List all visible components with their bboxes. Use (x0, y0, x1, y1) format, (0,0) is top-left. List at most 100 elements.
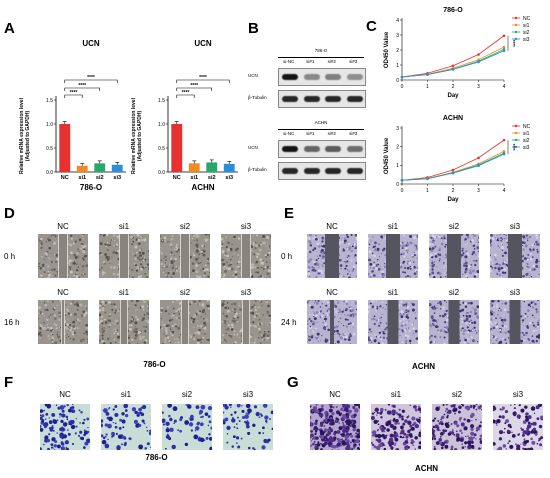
cell-dot (40, 416, 43, 420)
x-axis-label: 786-O (80, 183, 102, 190)
cell-dot (375, 336, 378, 338)
cell-dot (524, 318, 526, 320)
cell-dot (401, 311, 404, 314)
cell-dot (225, 315, 229, 318)
cell-dot (202, 253, 206, 257)
cell-dot (117, 309, 120, 313)
cell-dot (131, 239, 133, 241)
cell-dot (436, 307, 438, 310)
cell-dot (74, 240, 78, 244)
cell-dot (348, 276, 351, 278)
cell-dot (162, 423, 166, 426)
cell-dot (175, 309, 178, 313)
panel-label-c: C (366, 18, 377, 35)
blot-band (346, 146, 363, 152)
cell-dot (470, 424, 472, 427)
cell-dot (467, 321, 469, 324)
cell-dot (326, 312, 330, 316)
cell-dot (411, 328, 413, 330)
cell-dot (222, 300, 225, 303)
cell-dot (55, 271, 57, 273)
cell-dot (490, 304, 493, 307)
cell-dot (312, 314, 315, 317)
cell-dot (445, 439, 449, 443)
cell-dot (131, 407, 137, 412)
cell-dot (352, 427, 357, 432)
panel-label-a: A (4, 20, 15, 37)
wound-gap (61, 300, 65, 344)
cell-dot (445, 315, 447, 317)
cell-dot (446, 416, 449, 419)
cell-dot (376, 430, 379, 432)
cell-dot (438, 259, 441, 262)
cell-dot (473, 321, 477, 325)
cell-dot (479, 434, 482, 438)
cell-dot (58, 412, 62, 416)
cell-dot (490, 244, 493, 247)
cell-dot (320, 448, 323, 450)
blot-lane-label: si#1 (306, 131, 315, 136)
cell-dot (527, 421, 531, 425)
cell-dot (376, 414, 378, 416)
cell-dot (122, 426, 125, 429)
column-label: si2 (179, 222, 191, 231)
cell-dot (496, 337, 499, 340)
cell-dot (450, 423, 453, 425)
cell-dot (200, 250, 203, 253)
cell-dot (247, 431, 251, 435)
cell-dot (386, 434, 388, 436)
cell-dot (465, 243, 467, 245)
cell-dot (85, 308, 88, 310)
cell-dot (47, 273, 51, 277)
cell-dot (385, 328, 388, 331)
cell-dot (312, 331, 315, 334)
cell-dot (524, 430, 529, 435)
cell-dot (470, 336, 473, 339)
y-tick-label: 1.0 (46, 122, 53, 128)
y-axis-label-group: OD450 Value (384, 137, 390, 174)
cell-dot (320, 315, 324, 318)
cell-dot (165, 329, 168, 332)
cell-dot (391, 409, 396, 414)
cell-dot (113, 238, 115, 240)
cell-dot (445, 318, 449, 322)
cell-dot (38, 235, 40, 237)
cell-dot (78, 236, 80, 238)
cell-dot (382, 332, 385, 335)
blot-lane-label: si-NC (283, 59, 295, 64)
cell-dot (535, 312, 537, 314)
micrograph-texture (368, 234, 418, 278)
cell-dot (144, 272, 147, 276)
cell-dot (251, 306, 254, 308)
cell-dot (195, 267, 197, 269)
cell-dot (314, 336, 316, 338)
cell-dot (535, 240, 538, 244)
cell-dot (67, 326, 70, 329)
cell-dot (51, 313, 54, 315)
cell-dot (40, 300, 43, 302)
cell-dot (38, 317, 40, 320)
cell-dot (65, 446, 68, 449)
cell-dot (317, 257, 319, 259)
cell-dot (338, 273, 341, 275)
cell-dot (502, 252, 504, 255)
cell-dot (369, 252, 371, 254)
cell-dot (74, 261, 75, 262)
cell-dot (260, 414, 263, 417)
cell-dot (104, 318, 106, 321)
cell-dot (69, 243, 73, 247)
cell-dot (188, 422, 194, 427)
cell-dot (502, 263, 504, 265)
cell-dot (66, 334, 68, 336)
cell-dot (310, 437, 312, 439)
cell-dot (262, 234, 266, 238)
cell-dot (395, 411, 398, 415)
cell-dot (504, 302, 508, 305)
data-point (502, 138, 506, 142)
cell-dot (40, 409, 44, 413)
cell-dot (147, 320, 149, 324)
cell-dot (143, 326, 145, 328)
cell-dot (108, 313, 111, 316)
cell-dot (50, 329, 53, 332)
cell-dot (525, 325, 527, 327)
